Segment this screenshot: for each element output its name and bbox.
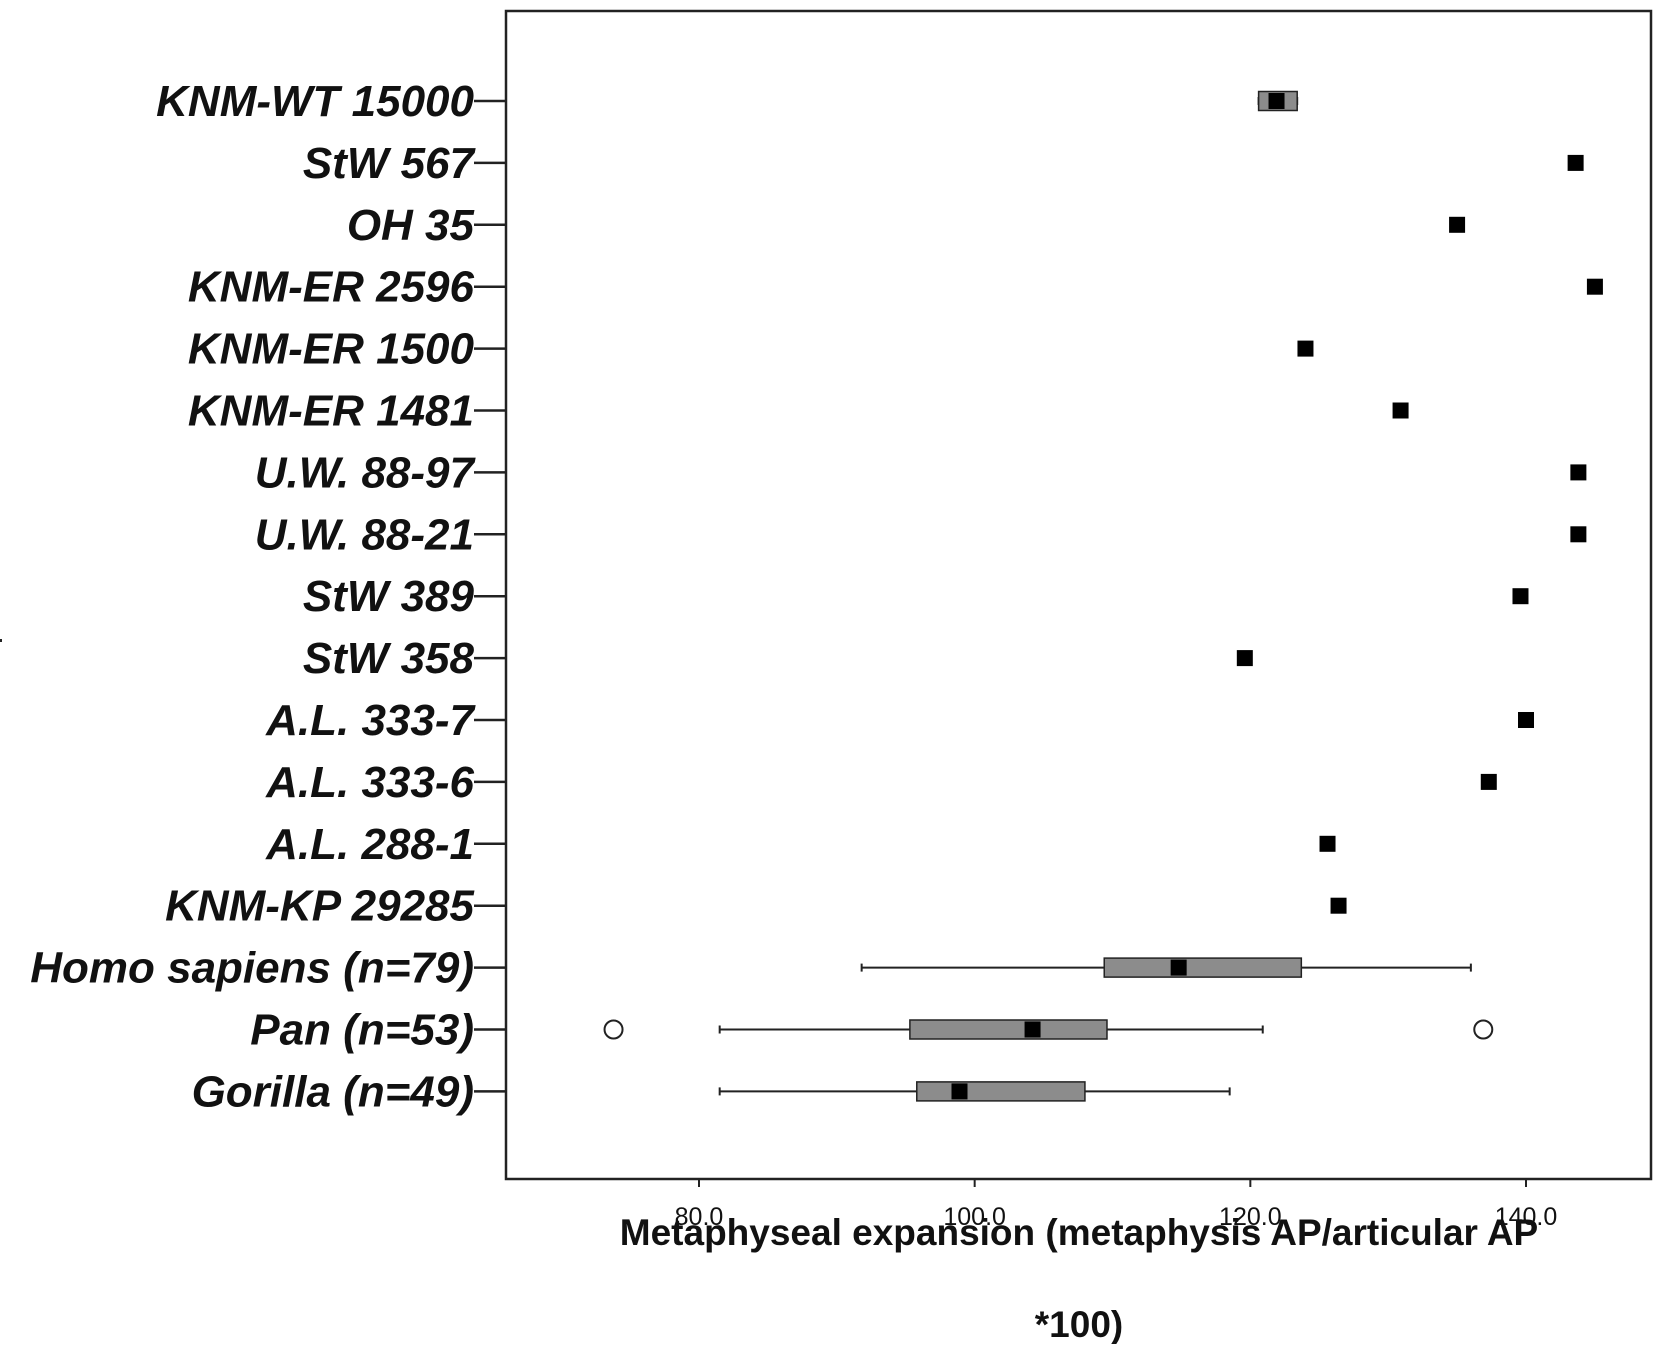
category-label: Homo sapiens (n=79) (30, 944, 474, 993)
data-point (1330, 897, 1347, 914)
category-label: KNM-ER 1481 (188, 387, 474, 436)
data-point (1319, 835, 1336, 852)
category-label: KNM-ER 1500 (188, 325, 475, 374)
category-label: A.L. 288-1 (265, 820, 474, 869)
plot-frame (504, 9, 1653, 1181)
data-point (1518, 712, 1534, 728)
data-point (1567, 154, 1584, 171)
category-label: StW 567 (303, 139, 477, 188)
data-point (1297, 340, 1314, 357)
x-axis-title-line-2: *100) (1035, 1304, 1123, 1344)
median-marker (951, 1083, 968, 1100)
category-label: A.L. 333-6 (265, 758, 474, 807)
x-tick-label: 100.0 (943, 1203, 1006, 1231)
data-point (1570, 526, 1587, 543)
category-label: U.W. 88-97 (255, 448, 477, 497)
outlier-point (603, 1019, 624, 1040)
category-label: StW 358 (303, 634, 475, 683)
data-point (1512, 588, 1529, 605)
median-marker (1024, 1021, 1041, 1038)
data-point (1586, 278, 1603, 295)
data-point (1236, 650, 1253, 667)
stray-mark (0, 639, 2, 642)
iqr-box (909, 1019, 1108, 1040)
category-label: Pan (n=53) (250, 1006, 474, 1055)
category-label: KNM-KP 29285 (165, 882, 474, 931)
data-point (1392, 402, 1409, 419)
data-point (1449, 216, 1466, 233)
median-marker (1268, 93, 1285, 109)
data-point (1570, 464, 1587, 481)
outlier-point (1473, 1019, 1494, 1040)
category-labels: KNM-WT 15000 StW 567 OH 35 KNM-ER 2596 KNM-E… (30, 77, 506, 1116)
category-label: StW 389 (303, 572, 475, 621)
x-tick-label: 140.0 (1495, 1203, 1558, 1231)
x-axis-ticks: 80.0 100.0 120.0 140.0 (675, 1179, 1558, 1231)
iqr-box (916, 1081, 1086, 1102)
median-marker (1170, 959, 1187, 976)
iqr-box (1103, 957, 1303, 978)
category-label: A.L. 333-7 (265, 696, 476, 745)
category-label: OH 35 (347, 201, 475, 250)
x-tick-label: 120.0 (1219, 1203, 1282, 1231)
category-label: U.W. 88-21 (255, 510, 474, 559)
category-label: Gorilla (n=49) (192, 1067, 474, 1116)
chart-marks (603, 90, 1603, 1102)
x-tick-label: 80.0 (675, 1203, 724, 1231)
category-label: KNM-ER 2596 (188, 263, 475, 312)
category-label: KNM-WT 15000 (156, 77, 474, 126)
data-point (1480, 773, 1497, 790)
x-axis-title-line-1: Metaphyseal expansion (metaphysis AP/art… (620, 1212, 1538, 1253)
